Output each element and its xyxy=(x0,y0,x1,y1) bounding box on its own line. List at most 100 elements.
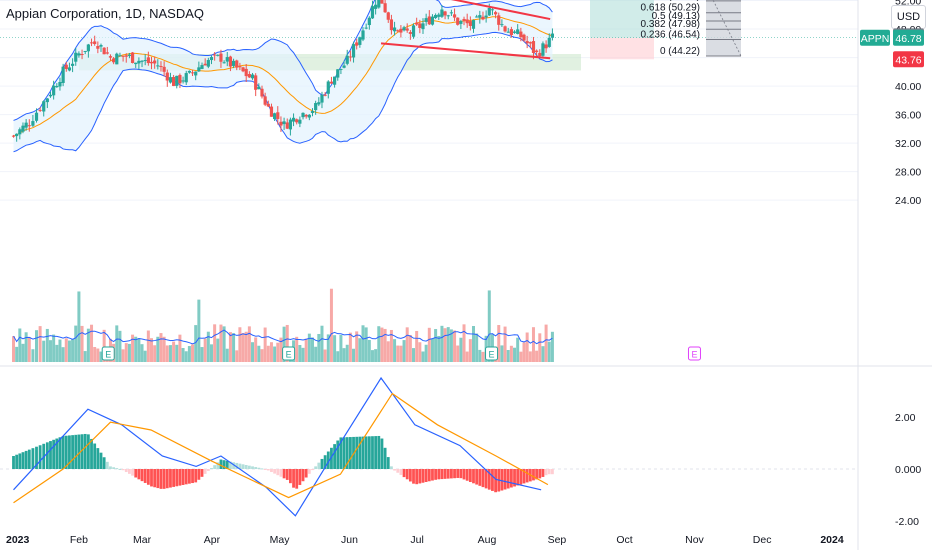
macd-histogram-bar xyxy=(437,469,441,480)
volume-bar xyxy=(547,341,551,362)
candle-body xyxy=(481,16,485,20)
candle-body xyxy=(96,46,100,49)
macd-histogram-bar xyxy=(285,469,289,480)
candle-body xyxy=(203,63,207,66)
fib-level-label: 0.618 (50.29) xyxy=(641,3,701,14)
candle-body xyxy=(377,0,381,8)
macd-histogram-bar xyxy=(257,467,261,469)
volume-bar xyxy=(440,325,444,362)
volume-bar xyxy=(380,327,384,362)
price-tick-label: 32.00 xyxy=(895,138,921,150)
candle-body xyxy=(15,133,19,137)
candle-body xyxy=(519,31,523,38)
macd-histogram-bar xyxy=(503,469,507,490)
candle-body xyxy=(421,23,425,30)
earnings-label: E xyxy=(105,350,111,360)
volume-bar xyxy=(465,351,469,362)
candle-body xyxy=(285,122,289,129)
macd-histogram-bar xyxy=(345,437,349,469)
price-tick-label: 36.00 xyxy=(895,110,921,122)
macd-histogram-bar xyxy=(424,469,428,482)
macd-histogram-bar xyxy=(443,469,447,479)
volume-bar xyxy=(276,342,280,362)
candle-body xyxy=(355,42,359,46)
macd-histogram-bar xyxy=(24,450,28,469)
volume-bar xyxy=(18,328,22,362)
candle-body xyxy=(452,14,457,18)
volume-bar xyxy=(295,336,299,362)
candle-body xyxy=(361,30,365,40)
volume-bar xyxy=(58,339,62,362)
volume-bar xyxy=(339,334,343,362)
macd-histogram-bar xyxy=(449,469,453,479)
macd-histogram-bar xyxy=(487,469,491,490)
volume-bar xyxy=(516,337,520,362)
volume-bar xyxy=(525,332,529,362)
macd-histogram-bar xyxy=(247,465,251,469)
volume-bar xyxy=(209,344,213,362)
fib-level-label: 0 (44.22) xyxy=(660,46,700,57)
volume-bar xyxy=(513,347,517,362)
macd-histogram-bar xyxy=(238,463,242,469)
price-tick-label: 52.00 xyxy=(895,0,921,8)
candle-body xyxy=(235,60,239,68)
macd-histogram-bar xyxy=(61,436,65,469)
macd-histogram-bar xyxy=(333,444,336,469)
volume-bar xyxy=(213,324,217,362)
candle-body xyxy=(437,14,441,17)
macd-histogram-bar xyxy=(431,469,434,481)
volume-bar xyxy=(405,327,409,362)
volume-bar xyxy=(48,340,52,362)
macd-histogram-bar xyxy=(131,469,134,476)
candle-body xyxy=(228,56,233,67)
volume-bar xyxy=(124,343,128,362)
macd-histogram-bar xyxy=(339,437,343,469)
macd-histogram-bar xyxy=(200,469,204,477)
macd-histogram-bar xyxy=(301,469,305,482)
volume-bar xyxy=(424,344,428,362)
volume-bar xyxy=(282,326,286,362)
candle-body xyxy=(178,74,182,84)
price-badge-label: APPN xyxy=(861,33,890,45)
macd-histogram-bar xyxy=(153,469,157,488)
volume-bar xyxy=(247,326,251,362)
candle-body xyxy=(399,28,403,33)
volume-bar xyxy=(80,325,84,362)
volume-bar xyxy=(456,345,460,362)
candle-body xyxy=(528,42,532,44)
volume-bar xyxy=(352,348,356,362)
candle-body xyxy=(550,33,555,38)
macd-histogram-bar xyxy=(399,469,403,475)
macd-histogram-bar xyxy=(415,469,419,485)
volume-bar xyxy=(31,349,35,362)
macd-histogram-bar xyxy=(355,436,359,469)
macd-histogram-bar xyxy=(150,469,153,487)
candle-body xyxy=(295,119,299,123)
volume-bar xyxy=(311,337,315,362)
macd-histogram-bar xyxy=(266,469,270,471)
volume-bar xyxy=(71,338,75,362)
volume-bar xyxy=(329,288,333,362)
volume-bar xyxy=(150,338,154,362)
macd-histogram-bar xyxy=(358,436,362,469)
volume-bar xyxy=(364,327,368,362)
macd-tick-label: -2.00 xyxy=(895,516,919,528)
candle-body xyxy=(143,60,147,62)
volume-bar xyxy=(396,345,400,362)
macd-histogram-bar xyxy=(544,469,548,476)
candle-body xyxy=(115,53,119,65)
macd-tick-label: 2.00 xyxy=(895,412,916,424)
candle-body xyxy=(282,121,286,125)
volume-bar xyxy=(93,347,97,362)
volume-bar xyxy=(506,350,510,362)
candle-body xyxy=(172,76,176,86)
candle-body xyxy=(21,125,25,132)
macd-histogram-bar xyxy=(225,460,229,469)
macd-histogram-bar xyxy=(472,469,475,484)
macd-histogram-bar xyxy=(178,469,182,486)
candle-body xyxy=(140,60,144,62)
